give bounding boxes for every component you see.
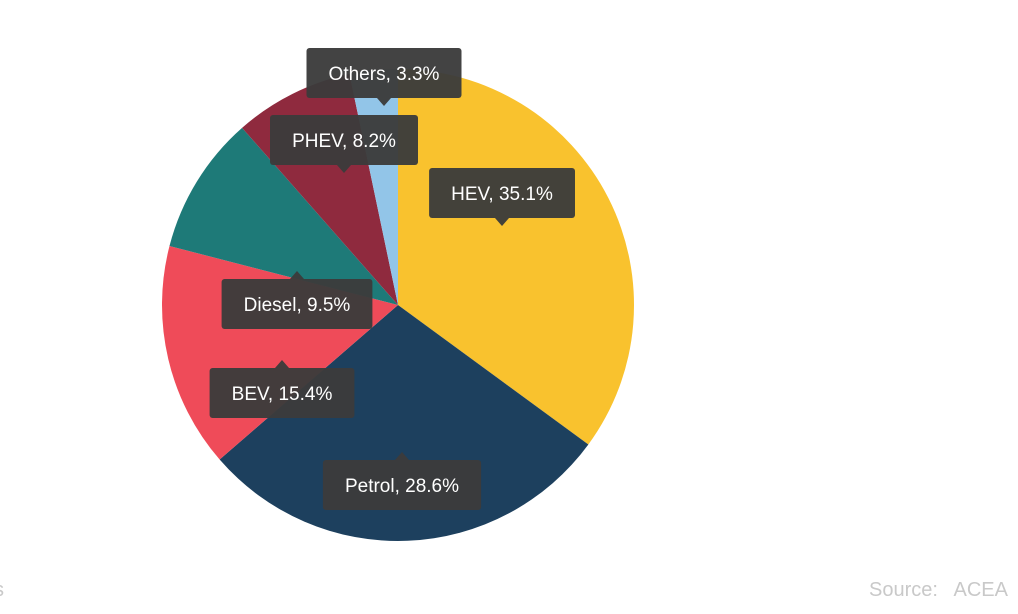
pie-slice-petrol[interactable] bbox=[219, 305, 589, 542]
data-label-box-diesel bbox=[221, 279, 373, 329]
data-label-box-petrol bbox=[322, 460, 482, 510]
data-label-box-others bbox=[306, 48, 462, 98]
data-label-phev: PHEV, 8.2% bbox=[270, 115, 418, 173]
data-label-text-bev: BEV, 15.4% bbox=[232, 384, 333, 405]
data-label-pointer-hev bbox=[495, 218, 509, 226]
data-label-box-phev bbox=[270, 115, 418, 165]
data-label-pointer-phev bbox=[337, 165, 351, 173]
pie-slice-hev[interactable] bbox=[398, 69, 635, 445]
data-label-pointer-others bbox=[377, 98, 391, 106]
source-credit: Source: ACEA bbox=[869, 579, 1009, 601]
pie-slice-diesel[interactable] bbox=[169, 127, 398, 305]
data-label-diesel: Diesel, 9.5% bbox=[221, 271, 373, 329]
data-label-box-bev bbox=[209, 368, 355, 418]
data-label-hev: HEV, 35.1% bbox=[429, 168, 575, 226]
data-label-petrol: Petrol, 28.6% bbox=[322, 452, 482, 510]
data-label-text-others: Others, 3.3% bbox=[329, 64, 440, 85]
data-label-pointer-petrol bbox=[395, 452, 409, 460]
data-label-text-diesel: Diesel, 9.5% bbox=[244, 295, 351, 316]
data-label-others: Others, 3.3% bbox=[306, 48, 462, 106]
data-label-text-petrol: Petrol, 28.6% bbox=[345, 476, 459, 497]
data-label-pointer-diesel bbox=[290, 271, 304, 279]
data-label-pointer-bev bbox=[275, 360, 289, 368]
data-label-text-hev: HEV, 35.1% bbox=[451, 184, 553, 205]
data-label-box-hev bbox=[429, 168, 575, 218]
pie-labels: HEV, 35.1% Petrol, 28.6% BEV, 15.4% Diesel,… bbox=[209, 48, 575, 510]
data-label-bev: BEV, 15.4% bbox=[209, 360, 355, 418]
left-edge-text-fragment: s bbox=[0, 579, 4, 601]
data-label-text-phev: PHEV, 8.2% bbox=[292, 131, 396, 152]
